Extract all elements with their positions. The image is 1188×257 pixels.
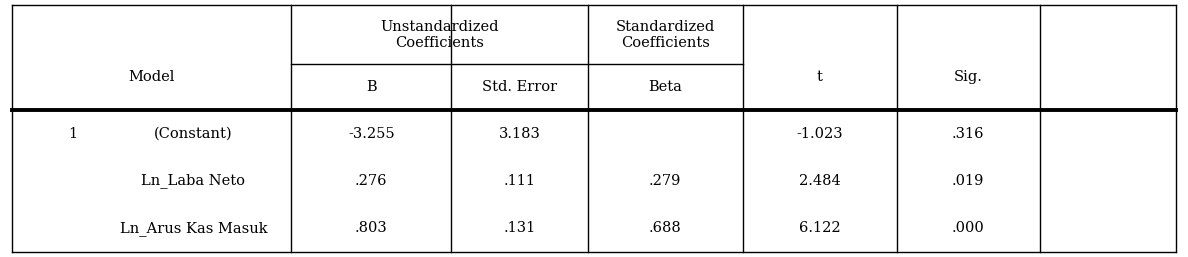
Text: .019: .019 xyxy=(952,174,985,188)
Text: Std. Error: Std. Error xyxy=(482,80,557,94)
Text: 1: 1 xyxy=(69,127,78,141)
Text: 3.183: 3.183 xyxy=(499,127,541,141)
Text: -3.255: -3.255 xyxy=(348,127,394,141)
Text: .279: .279 xyxy=(649,174,682,188)
Text: Sig.: Sig. xyxy=(954,70,982,84)
Text: -1.023: -1.023 xyxy=(796,127,843,141)
Text: Beta: Beta xyxy=(649,80,682,94)
Text: 6.122: 6.122 xyxy=(798,221,841,235)
Text: B: B xyxy=(366,80,377,94)
Text: Unstandardized
Coefficients: Unstandardized Coefficients xyxy=(380,20,499,50)
Text: .688: .688 xyxy=(649,221,682,235)
Text: .803: .803 xyxy=(355,221,387,235)
Text: Model: Model xyxy=(128,70,175,84)
Text: Standardized
Coefficients: Standardized Coefficients xyxy=(615,20,715,50)
Text: .131: .131 xyxy=(504,221,536,235)
Text: .316: .316 xyxy=(952,127,985,141)
Text: (Constant): (Constant) xyxy=(154,127,233,141)
Text: .111: .111 xyxy=(504,174,536,188)
Text: .276: .276 xyxy=(355,174,387,188)
Text: Ln_Arus Kas Masuk: Ln_Arus Kas Masuk xyxy=(120,221,267,236)
Text: 2.484: 2.484 xyxy=(798,174,841,188)
Text: .000: .000 xyxy=(952,221,985,235)
Text: t: t xyxy=(817,70,822,84)
Text: Ln_Laba Neto: Ln_Laba Neto xyxy=(141,173,246,188)
